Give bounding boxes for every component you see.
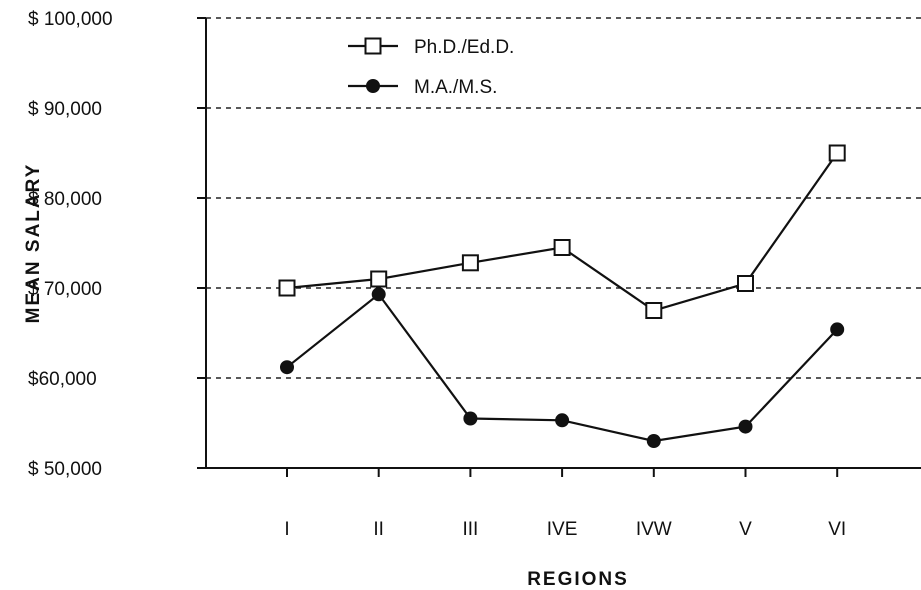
- data-point: [555, 413, 570, 428]
- legend-label: Ph.D./Ed.D.: [414, 37, 514, 58]
- data-point: [828, 144, 846, 162]
- x-axis-title: REGIONS: [527, 569, 629, 590]
- legend-marker: [364, 37, 382, 55]
- x-tick-label: IVE: [547, 519, 578, 540]
- data-point: [737, 275, 754, 292]
- x-tick-label: IVW: [636, 519, 672, 540]
- data-point: [461, 254, 479, 272]
- data-point: [371, 287, 386, 302]
- x-tick-label: V: [739, 519, 752, 540]
- data-point: [278, 279, 296, 297]
- x-ticks: I II III IVE IVW V VI: [284, 468, 846, 540]
- legend-label: M.A./M.S.: [414, 77, 497, 98]
- series: [278, 144, 846, 448]
- data-point: [280, 360, 294, 375]
- data-point: [830, 322, 845, 337]
- data-point: [370, 270, 388, 288]
- y-tick-label: $ 70,000: [28, 279, 102, 300]
- y-tick-label: $ 90,000: [28, 99, 102, 120]
- y-tick-label: $ 50,000: [28, 459, 102, 480]
- x-tick-label: I: [284, 519, 289, 540]
- axes: [205, 18, 921, 469]
- data-point: [645, 302, 663, 319]
- series-2: [280, 287, 845, 448]
- y-tick-label: $ 100,000: [28, 9, 113, 30]
- x-tick-label: VI: [828, 519, 846, 540]
- legend: Ph.D./Ed.D. M.A./M.S.: [348, 37, 514, 98]
- y-tick-label: $ 80,000: [28, 189, 102, 210]
- x-tick-label: III: [462, 519, 478, 540]
- data-point: [553, 239, 571, 256]
- legend-marker: [366, 79, 380, 93]
- series-line: [286, 152, 839, 312]
- data-point: [646, 434, 661, 448]
- y-tick-label: $60,000: [28, 369, 97, 390]
- y-axis-title: MEAN SALARY: [23, 163, 44, 324]
- data-point: [463, 411, 478, 426]
- x-tick-label: II: [373, 519, 384, 540]
- series-1: [278, 144, 846, 319]
- data-point: [738, 419, 753, 434]
- y-ticks: $ 100,000 $ 90,000 $ 80,000 $ 70,000 $60,000…: [28, 9, 206, 480]
- gridlines: [206, 17, 921, 379]
